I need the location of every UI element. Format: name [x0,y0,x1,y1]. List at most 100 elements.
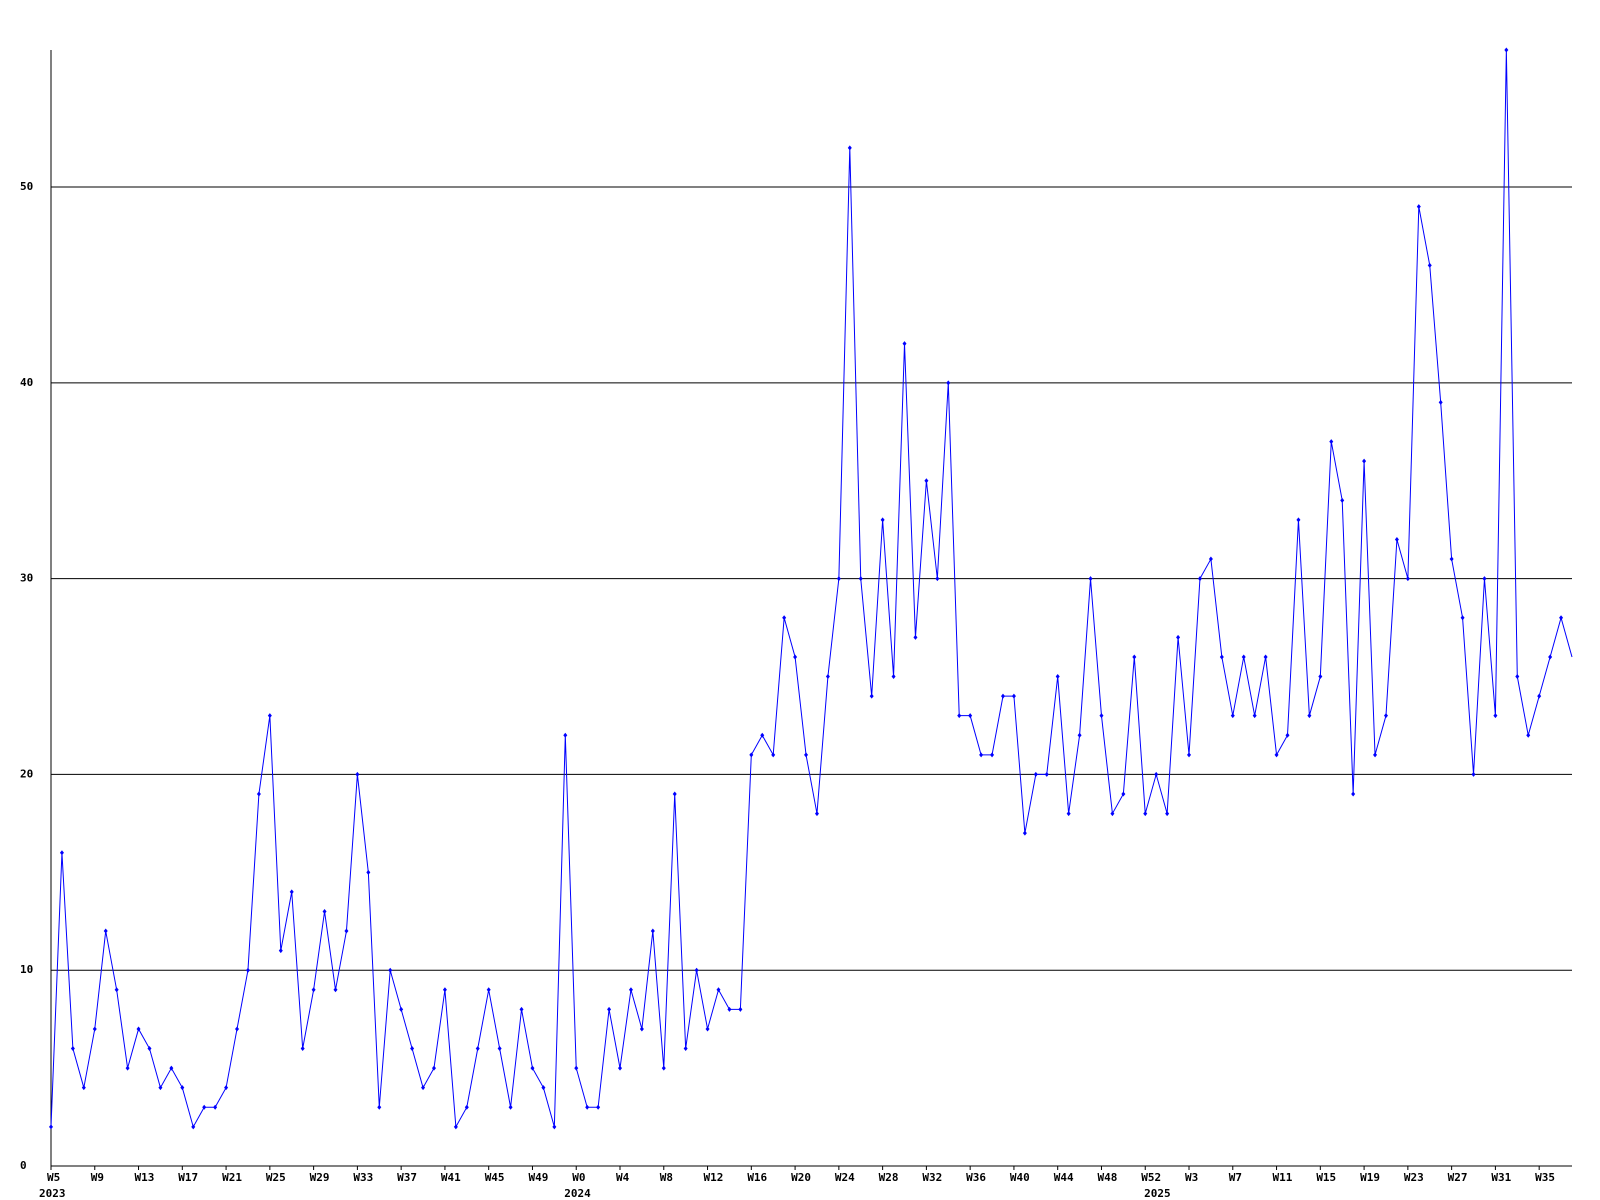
point-marker [1373,752,1378,758]
year-label: 2025 [1144,1187,1171,1200]
point-marker [552,1124,557,1130]
x-tick-label: W13 [135,1171,155,1184]
point-marker [628,987,633,993]
point-marker [125,1065,130,1071]
point-marker [1504,47,1509,53]
point-marker [1055,674,1060,680]
x-tick-label: W16 [747,1171,767,1184]
point-marker [453,1124,458,1130]
x-tick-label: W37 [397,1171,417,1184]
point-marker [289,889,294,895]
point-marker [1405,576,1410,582]
point-marker [1471,771,1476,777]
x-tick-label: W41 [441,1171,461,1184]
point-marker [245,967,250,973]
x-tick-label: W28 [879,1171,899,1184]
point-marker [114,987,119,993]
point-marker [1416,204,1421,210]
x-tick-label: W3 [1185,1171,1198,1184]
point-marker [508,1104,513,1110]
x-tick-label: W27 [1448,1171,1468,1184]
point-marker [1340,497,1345,503]
x-tick-label: W45 [485,1171,505,1184]
x-tick-label: W20 [791,1171,811,1184]
point-marker [1307,713,1312,719]
x-tick-label: W25 [266,1171,286,1184]
point-marker [574,1065,579,1071]
point-marker [1230,713,1235,719]
point-marker [180,1085,185,1091]
point-marker [1154,771,1159,777]
point-marker [70,1046,75,1052]
point-marker [639,1026,644,1032]
point-marker [1537,693,1542,699]
point-marker [825,674,830,680]
point-marker [147,1046,152,1052]
point-marker [333,987,338,993]
point-marker [847,145,852,151]
x-tick-label: W35 [1535,1171,1555,1184]
point-marker [990,752,995,758]
point-marker [202,1104,207,1110]
point-marker [1493,713,1498,719]
point-marker [957,713,962,719]
point-marker [1000,693,1005,699]
point-marker [1427,262,1432,268]
point-marker [256,791,261,797]
point-marker [1438,399,1443,405]
point-marker [1219,654,1224,660]
point-marker [1449,556,1454,562]
point-marker [716,987,721,993]
point-marker [705,1026,710,1032]
point-marker [1121,791,1126,797]
y-tick-label: 10 [20,963,33,976]
point-marker [935,576,940,582]
x-tick-label: W15 [1316,1171,1336,1184]
x-tick-label: W32 [922,1171,942,1184]
point-marker [804,752,809,758]
point-marker [1285,732,1290,738]
point-marker [519,1006,524,1012]
point-marker [213,1104,218,1110]
point-marker [486,987,491,993]
point-marker [497,1046,502,1052]
point-marker [1033,771,1038,777]
point-marker [1022,830,1027,836]
point-marker [1099,713,1104,719]
x-tick-label: W12 [704,1171,724,1184]
x-tick-label: W0 [572,1171,585,1184]
point-marker [946,380,951,386]
point-marker [1066,811,1071,817]
point-marker [1132,654,1137,660]
x-tick-label: W44 [1054,1171,1074,1184]
x-tick-label: W48 [1097,1171,1117,1184]
y-tick-label: 0 [20,1159,27,1172]
x-tick-label: W31 [1491,1171,1511,1184]
x-tick-label: W29 [310,1171,330,1184]
point-marker [1482,576,1487,582]
x-tick-label: W9 [91,1171,104,1184]
point-marker [377,1104,382,1110]
x-tick-label: W4 [616,1171,630,1184]
point-marker [694,967,699,973]
point-marker [1252,713,1257,719]
point-marker [836,576,841,582]
point-marker [1318,674,1323,680]
x-tick-label: W24 [835,1171,855,1184]
point-marker [1176,634,1181,640]
point-marker [672,791,677,797]
point-marker [1011,693,1016,699]
point-marker [858,576,863,582]
x-tick-label: W17 [178,1171,198,1184]
point-marker [59,850,64,856]
point-marker [366,869,371,875]
x-tick-label: W52 [1141,1171,1161,1184]
point-marker [727,1006,732,1012]
point-marker [760,732,765,738]
point-marker [1274,752,1279,758]
point-marker [431,1065,436,1071]
point-marker [891,674,896,680]
point-marker [388,967,393,973]
point-marker [235,1026,240,1032]
